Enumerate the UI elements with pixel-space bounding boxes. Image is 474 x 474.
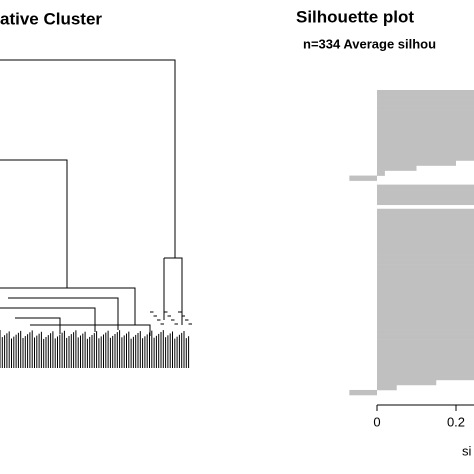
silhouette-bar: [377, 115, 474, 121]
dendrogram-link: [15, 317, 61, 334]
silhouette-bar: [377, 165, 417, 171]
silhouette-bar: [377, 369, 474, 376]
silhouette-bar: [377, 155, 474, 161]
silhouette-bar: [377, 364, 474, 371]
x-tick-label: 0: [373, 414, 380, 429]
silhouette-bar: [377, 233, 474, 240]
silhouette-bar: [377, 110, 474, 116]
silhouette-bar: [377, 349, 474, 356]
silhouette-bar: [377, 319, 474, 325]
silhouette-bar: [377, 359, 474, 366]
silhouette-bar: [377, 289, 474, 295]
silhouette-bar: [377, 274, 474, 280]
dendrogram-link: [164, 257, 183, 325]
silhouette-bar: [377, 279, 474, 285]
dendrogram-link: [0, 287, 136, 325]
silhouette-bar: [377, 213, 474, 220]
silhouette-bar: [349, 175, 377, 181]
silhouette-bar: [377, 170, 385, 176]
silhouette-bar: [377, 243, 474, 250]
silhouette-bar: [377, 208, 474, 215]
silhouette-bar: [377, 284, 474, 290]
silhouette-bar: [377, 184, 474, 190]
silhouette-bar: [377, 269, 474, 275]
silhouette-bar: [377, 135, 474, 141]
silhouette-bar: [377, 238, 474, 245]
dendrogram-title: ative Cluster: [0, 9, 102, 28]
silhouette-bar: [377, 125, 474, 131]
x-axis-label: si: [462, 443, 472, 458]
silhouette-bar: [377, 254, 474, 260]
silhouette-title: Silhouette plot: [296, 7, 414, 26]
silhouette-bar: [377, 309, 474, 315]
dendrogram-link: [0, 307, 96, 332]
silhouette-bar: [377, 334, 474, 340]
silhouette-bar: [377, 218, 474, 225]
silhouette-bar: [377, 304, 474, 310]
silhouette-bar: [377, 324, 474, 330]
silhouette-bar: [377, 140, 474, 146]
silhouette-bar: [377, 294, 474, 300]
dendrogram-link: [0, 59, 176, 258]
silhouette-bar: [377, 160, 456, 166]
dendrogram-link: [0, 159, 68, 288]
x-tick-label: 0.2: [447, 414, 465, 429]
silhouette-bar: [377, 223, 474, 230]
dendrogram-link: [30, 324, 151, 336]
silhouette-bar: [377, 199, 474, 206]
silhouette-bar: [377, 354, 474, 361]
silhouette-bar: [377, 150, 474, 156]
silhouette-bar: [377, 259, 474, 265]
silhouette-bar: [377, 145, 474, 151]
silhouette-bar: [377, 130, 474, 136]
silhouette-bar: [377, 314, 474, 320]
dendrogram: [0, 59, 192, 368]
silhouette-bar: [377, 120, 474, 126]
silhouette-bar: [377, 344, 474, 350]
silhouette-bar: [377, 299, 474, 305]
silhouette-bar: [377, 374, 474, 381]
silhouette-bar: [377, 100, 474, 106]
silhouette-bar: [377, 105, 474, 111]
silhouette-bar: [377, 249, 474, 255]
silhouette-subtitle: n=334 Average silhou: [303, 36, 436, 51]
silhouette-bar: [377, 379, 437, 386]
silhouette-bar: [377, 90, 474, 96]
silhouette-bar: [377, 228, 474, 235]
silhouette-bar: [377, 95, 474, 101]
silhouette-bar: [377, 339, 474, 345]
silhouette-bar: [349, 389, 377, 396]
silhouette-bar: [377, 329, 474, 335]
silhouette-bar: [377, 384, 397, 391]
silhouette-bar: [377, 264, 474, 270]
silhouette-bar: [377, 189, 474, 195]
silhouette-bar: [377, 194, 474, 201]
dendrogram-link: [8, 297, 119, 330]
